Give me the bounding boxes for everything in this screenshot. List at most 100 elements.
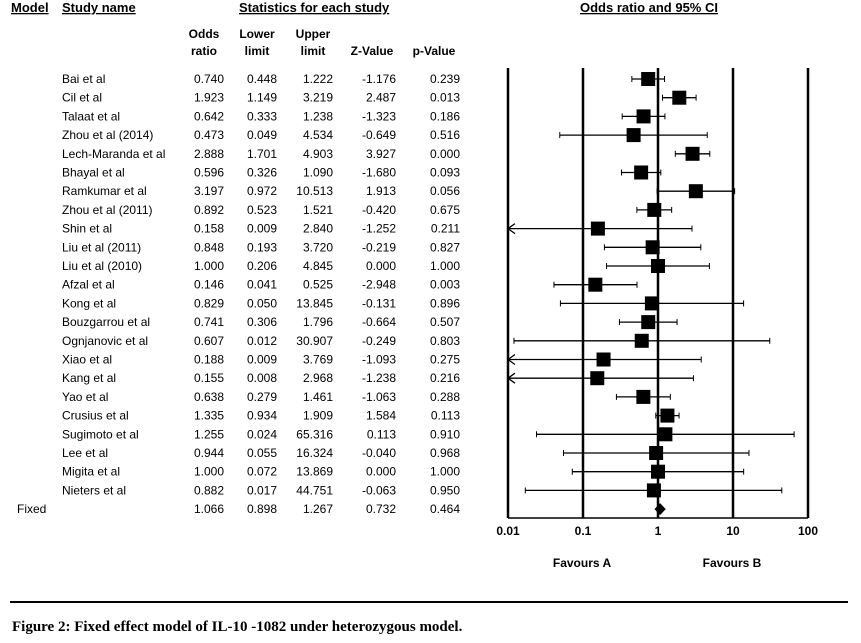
- study-row: Xiao et al 0.188 0.009 3.769 -1.093 0.275: [62, 353, 460, 367]
- lower-limit-value: 0.193: [247, 240, 277, 254]
- study-name: Shin et al: [62, 222, 112, 236]
- upper-limit-value: 1.909: [303, 409, 333, 423]
- pooled-row: Fixed 1.066 0.898 1.267 0.732 0.464: [17, 502, 460, 516]
- p-value: 1.000: [430, 465, 460, 479]
- study-row: Shin et al 0.158 0.009 2.840 -1.252 0.211: [62, 222, 460, 236]
- point-estimate-square: [649, 446, 664, 460]
- favours-a-label: Favours A: [553, 556, 612, 570]
- ci-arrow-left: [506, 353, 516, 366]
- odds-ratio-value: 0.158: [194, 222, 224, 236]
- x-tick-label-1: 1: [655, 524, 662, 538]
- odds-ratio-value: 0.607: [194, 334, 224, 348]
- lower-limit-value: 0.326: [247, 166, 277, 180]
- study-row: Migita et al 1.000 0.072 13.869 0.000 1.000: [62, 465, 460, 479]
- lower-limit-value: 0.072: [247, 465, 277, 479]
- odds-ratio-value: 0.882: [194, 483, 224, 497]
- upper-limit-value: 2.968: [303, 371, 333, 385]
- upper-limit-value: 44.751: [296, 483, 333, 497]
- upper-limit-value: 4.534: [303, 128, 333, 142]
- header-upper-line1: Upper: [296, 27, 331, 41]
- p-value: 0.113: [431, 409, 460, 423]
- z-value: -0.664: [362, 315, 396, 329]
- p-value: 0.211: [431, 222, 460, 236]
- study-row: Liu et al (2010) 1.000 0.206 4.845 0.000 1.00…: [62, 259, 460, 273]
- p-value: 0.000: [430, 147, 460, 161]
- p-value: 0.216: [430, 371, 460, 385]
- z-value: -0.063: [362, 483, 396, 497]
- point-estimate-square: [634, 333, 649, 348]
- odds-ratio-value: 0.829: [194, 296, 224, 310]
- ci-arrow-left: [506, 372, 516, 384]
- header-upper-line2: limit: [301, 44, 326, 58]
- study-row: Yao et al 0.638 0.279 1.461 -1.063 0.288: [62, 390, 460, 404]
- lower-limit-value: 0.055: [247, 446, 277, 460]
- lower-limit-value: 0.972: [247, 184, 277, 198]
- study-name: Cil et al: [62, 91, 102, 105]
- z-value: -0.131: [362, 296, 396, 310]
- p-value: 0.516: [430, 128, 460, 142]
- point-estimate-square: [645, 240, 660, 255]
- study-row: Bai et al 0.740 0.448 1.222 -1.176 0.239: [62, 72, 460, 86]
- study-rows: Bai et al 0.740 0.448 1.222 -1.176 0.239 Cil e…: [17, 72, 460, 516]
- p-value: 0.910: [430, 427, 460, 441]
- z-value: -2.948: [362, 278, 396, 292]
- p-value: 0.288: [430, 390, 460, 404]
- study-row: Bouzgarrou et al 0.741 0.306 1.796 -0.664 0.5…: [62, 315, 460, 329]
- study-name: Bhayal et al: [62, 166, 125, 180]
- odds-ratio-value: 2.888: [194, 147, 224, 161]
- study-name: Lee et al: [62, 446, 108, 460]
- study-row: Lech-Maranda et al 2.888 1.701 4.903 3.927 0.…: [62, 147, 460, 161]
- p-value: 0.968: [430, 446, 460, 460]
- point-estimate-square: [688, 184, 703, 199]
- odds-ratio-value: 0.596: [194, 166, 224, 180]
- upper-limit-value: 1.461: [303, 390, 333, 404]
- z-value: -1.323: [362, 109, 396, 123]
- header-zvalue: Z-Value: [351, 44, 394, 58]
- lower-limit-value: 1.701: [247, 147, 277, 161]
- pooled-diamond: [654, 503, 666, 516]
- pooled-odds-ratio: 1.066: [194, 502, 224, 516]
- point-estimate-square: [685, 146, 700, 161]
- p-value: 0.013: [430, 91, 460, 105]
- upper-limit-value: 13.869: [296, 465, 333, 479]
- study-row: Cil et al 1.923 1.149 3.219 2.487 0.013: [62, 91, 460, 105]
- point-estimate-square: [644, 296, 659, 311]
- odds-ratio-value: 0.892: [194, 203, 224, 217]
- z-value: -0.219: [362, 240, 396, 254]
- odds-ratio-value: 0.155: [194, 371, 224, 385]
- lower-limit-value: 0.523: [247, 203, 277, 217]
- study-row: Crusius et al 1.335 0.934 1.909 1.584 0.113: [62, 409, 460, 423]
- odds-ratio-value: 1.000: [194, 465, 224, 479]
- header-model: Model: [11, 0, 49, 15]
- point-estimate-square: [672, 90, 687, 105]
- point-estimate-square: [636, 389, 651, 404]
- lower-limit-value: 0.017: [247, 483, 277, 497]
- p-value: 0.056: [430, 184, 460, 198]
- header-stats-group: Statistics for each study: [239, 0, 390, 15]
- pooled-model-label: Fixed: [17, 502, 46, 516]
- point-estimate-square: [658, 427, 673, 442]
- lower-limit-value: 0.934: [247, 409, 277, 423]
- study-name: Ramkumar et al: [62, 184, 147, 198]
- p-value: 0.827: [430, 240, 460, 254]
- upper-limit-value: 3.219: [303, 91, 333, 105]
- study-name: Bouzgarrou et al: [62, 315, 150, 329]
- p-value: 0.675: [430, 203, 460, 217]
- p-value: 1.000: [430, 259, 460, 273]
- odds-ratio-value: 0.146: [194, 278, 224, 292]
- study-row: Sugimoto et al 1.255 0.024 65.316 0.113 0.910: [62, 427, 460, 441]
- study-name: Yao et al: [62, 390, 108, 404]
- study-name: Crusius et al: [62, 409, 129, 423]
- header-odds-ratio-line2: ratio: [191, 44, 217, 58]
- point-estimate-square: [651, 464, 665, 479]
- point-estimate-square: [588, 277, 603, 292]
- plot-area: 0.01 0.1 1 10 100: [496, 68, 818, 538]
- upper-limit-value: 65.316: [296, 427, 333, 441]
- header-lower-line2: limit: [245, 44, 270, 58]
- p-value: 0.507: [430, 315, 460, 329]
- upper-limit-value: 1.222: [303, 72, 333, 86]
- upper-limit-value: 1.521: [303, 203, 333, 217]
- header-odds-ratio-line1: Odds: [189, 27, 220, 41]
- study-name: Liu et al (2010): [62, 259, 142, 273]
- p-value: 0.239: [430, 72, 460, 86]
